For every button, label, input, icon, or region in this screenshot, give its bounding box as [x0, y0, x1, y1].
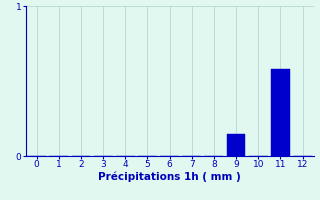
Bar: [227, 134, 245, 156]
Bar: [271, 69, 290, 156]
X-axis label: Précipitations 1h ( mm ): Précipitations 1h ( mm ): [98, 172, 241, 182]
